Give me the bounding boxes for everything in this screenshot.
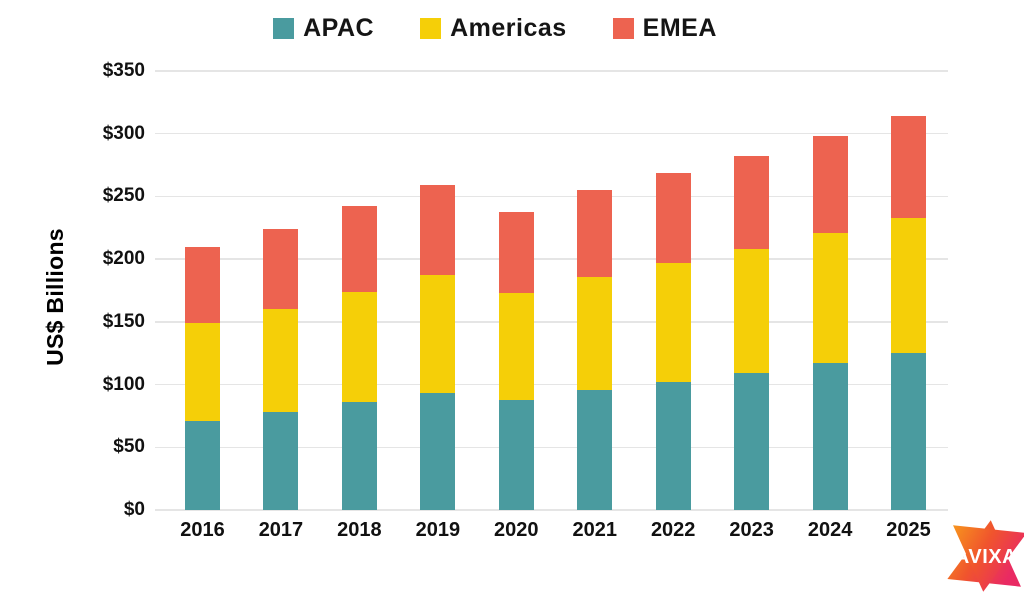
bar-segment-americas-2022: [655, 262, 691, 383]
bar-segment-apac-2020: [498, 399, 534, 510]
gridline-200: [155, 258, 948, 260]
y-tick-label-200: $200: [102, 248, 145, 270]
y-tick-label-150: $150: [102, 310, 145, 332]
legend-swatch-americas: [420, 17, 442, 39]
bar-segment-americas-2018: [341, 291, 377, 403]
x-tick-label-2021: 2021: [572, 519, 618, 541]
legend-label-emea: EMEA: [642, 13, 717, 42]
gridline-100: [155, 383, 948, 386]
bar-segment-apac-2019: [420, 393, 456, 510]
bar-segment-apac-2016: [185, 420, 220, 510]
bar-segment-americas-2016: [185, 323, 220, 421]
x-tick-label-2018: 2018: [337, 519, 382, 541]
legend-item-americas: Americas: [420, 14, 567, 43]
x-tick-label-2020: 2020: [494, 519, 539, 541]
bar-segment-emea-2018: [341, 206, 377, 292]
bar-segment-emea-2016: [185, 246, 220, 324]
avixa-logo-text: AVIXA: [955, 546, 1017, 568]
bar-segment-emea-2019: [420, 185, 456, 276]
bar-2025: [891, 71, 927, 510]
x-tick-label-2016: 2016: [180, 519, 225, 541]
gridline-50: [155, 446, 948, 449]
gridline-250: [155, 195, 948, 198]
bar-segment-apac-2023: [734, 373, 770, 510]
y-tick-label-50: $50: [113, 436, 145, 458]
x-tick-label-2023: 2023: [729, 519, 774, 541]
bar-segment-emea-2022: [655, 172, 691, 263]
bar-segment-emea-2017: [263, 229, 299, 310]
bar-segment-americas-2017: [263, 309, 299, 413]
legend-swatch-apac: [273, 17, 295, 39]
bar-segment-emea-2021: [577, 190, 613, 277]
chart-legend: APAC Americas EMEA: [0, 13, 990, 43]
bar-segment-apac-2018: [341, 402, 377, 510]
bar-segment-emea-2023: [734, 156, 770, 250]
avixa-logo: AVIXA: [947, 520, 1024, 592]
gridline-150: [155, 321, 948, 323]
y-tick-label-0: $0: [123, 499, 145, 520]
avixa-star-icon: [947, 520, 1024, 592]
legend-item-apac: APAC: [273, 14, 374, 43]
bar-2020: [498, 71, 534, 510]
x-tick-label-2019: 2019: [415, 519, 461, 541]
bar-segment-americas-2020: [498, 293, 534, 400]
plot-area: [155, 70, 948, 511]
x-tick-label-2017: 2017: [258, 519, 304, 541]
bar-2018: [341, 71, 377, 510]
gridline-0: [155, 509, 948, 511]
bar-2016: [185, 71, 220, 510]
x-tick-label-2024: 2024: [807, 519, 853, 541]
gridline-300: [155, 132, 948, 135]
bar-2024: [812, 71, 848, 510]
bar-segment-emea-2025: [891, 116, 927, 218]
bar-segment-emea-2020: [498, 211, 534, 294]
gridline-350: [155, 70, 948, 72]
y-tick-label-250: $250: [102, 185, 145, 207]
bar-segment-apac-2017: [263, 412, 299, 510]
bar-2019: [420, 71, 456, 510]
legend-label-americas: Americas: [450, 13, 567, 42]
bar-2017: [263, 71, 299, 510]
legend-swatch-emea: [612, 17, 634, 39]
legend-item-emea: EMEA: [612, 13, 717, 43]
bar-2022: [655, 71, 691, 510]
y-tick-label-350: $350: [102, 60, 145, 81]
bar-2023: [734, 71, 770, 510]
bar-segment-americas-2024: [812, 232, 848, 364]
legend-label-apac: APAC: [303, 13, 375, 42]
y-tick-label-100: $100: [102, 373, 145, 395]
y-tick-label-300: $300: [102, 122, 145, 144]
bar-segment-americas-2021: [577, 276, 613, 390]
x-tick-label-2022: 2022: [650, 519, 696, 541]
bar-2021: [577, 71, 613, 510]
bar-segment-apac-2022: [655, 382, 691, 510]
bar-segment-americas-2025: [891, 217, 927, 354]
x-tick-label-2025: 2025: [886, 519, 931, 541]
bar-segment-apac-2025: [891, 353, 927, 510]
bar-segment-emea-2024: [812, 136, 848, 233]
bar-segment-apac-2021: [577, 389, 613, 510]
bar-segment-americas-2019: [420, 275, 456, 394]
bar-segment-apac-2024: [812, 363, 848, 510]
bar-segment-americas-2023: [734, 249, 770, 374]
